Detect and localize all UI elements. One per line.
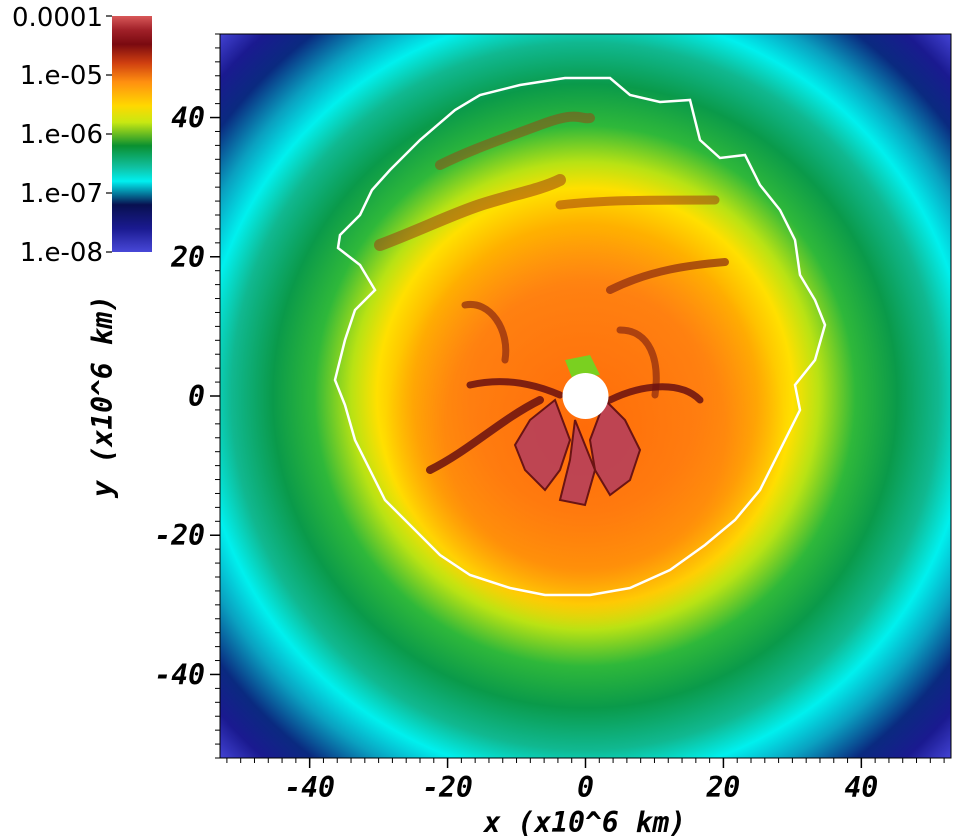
colorbar-tick-label: 1.e-05 <box>20 61 103 91</box>
x-tick-label: 0 <box>577 771 594 804</box>
x-tick-label: 40 <box>844 771 878 804</box>
x-tick-label: -20 <box>422 771 473 804</box>
x-axis-label: x (x10^6 km) <box>482 806 686 836</box>
colorbar <box>112 16 152 252</box>
central-hole <box>562 373 609 419</box>
contour-line <box>333 76 827 597</box>
colorbar-tick-label: 0.0001 <box>12 3 103 33</box>
y-axis: 40 20 0 -20 -40 <box>154 33 220 759</box>
y-tick-label: 0 <box>188 380 205 413</box>
x-tick-label: 20 <box>706 771 741 804</box>
colorbar-labels: 0.0001 1.e-05 1.e-06 1.e-07 1.e-08 <box>12 3 112 268</box>
x-tick-label: -40 <box>284 771 335 804</box>
density-field <box>220 34 951 758</box>
green-wedge <box>565 355 600 378</box>
y-axis-label: y (x10^6 km) <box>86 295 119 499</box>
x-axis: -40 -20 0 20 40 <box>226 758 945 804</box>
colorbar-tick-label: 1.e-08 <box>20 238 103 268</box>
y-tick-label: 20 <box>170 241 205 274</box>
y-tick-label: 40 <box>171 102 205 135</box>
y-tick-label: -20 <box>154 519 205 552</box>
y-tick-label: -40 <box>154 658 205 691</box>
plume-filaments <box>374 111 729 474</box>
inner-fingers <box>513 398 642 507</box>
colorbar-tick-label: 1.e-07 <box>20 179 103 209</box>
colorbar-tick-label: 1.e-06 <box>20 120 103 150</box>
